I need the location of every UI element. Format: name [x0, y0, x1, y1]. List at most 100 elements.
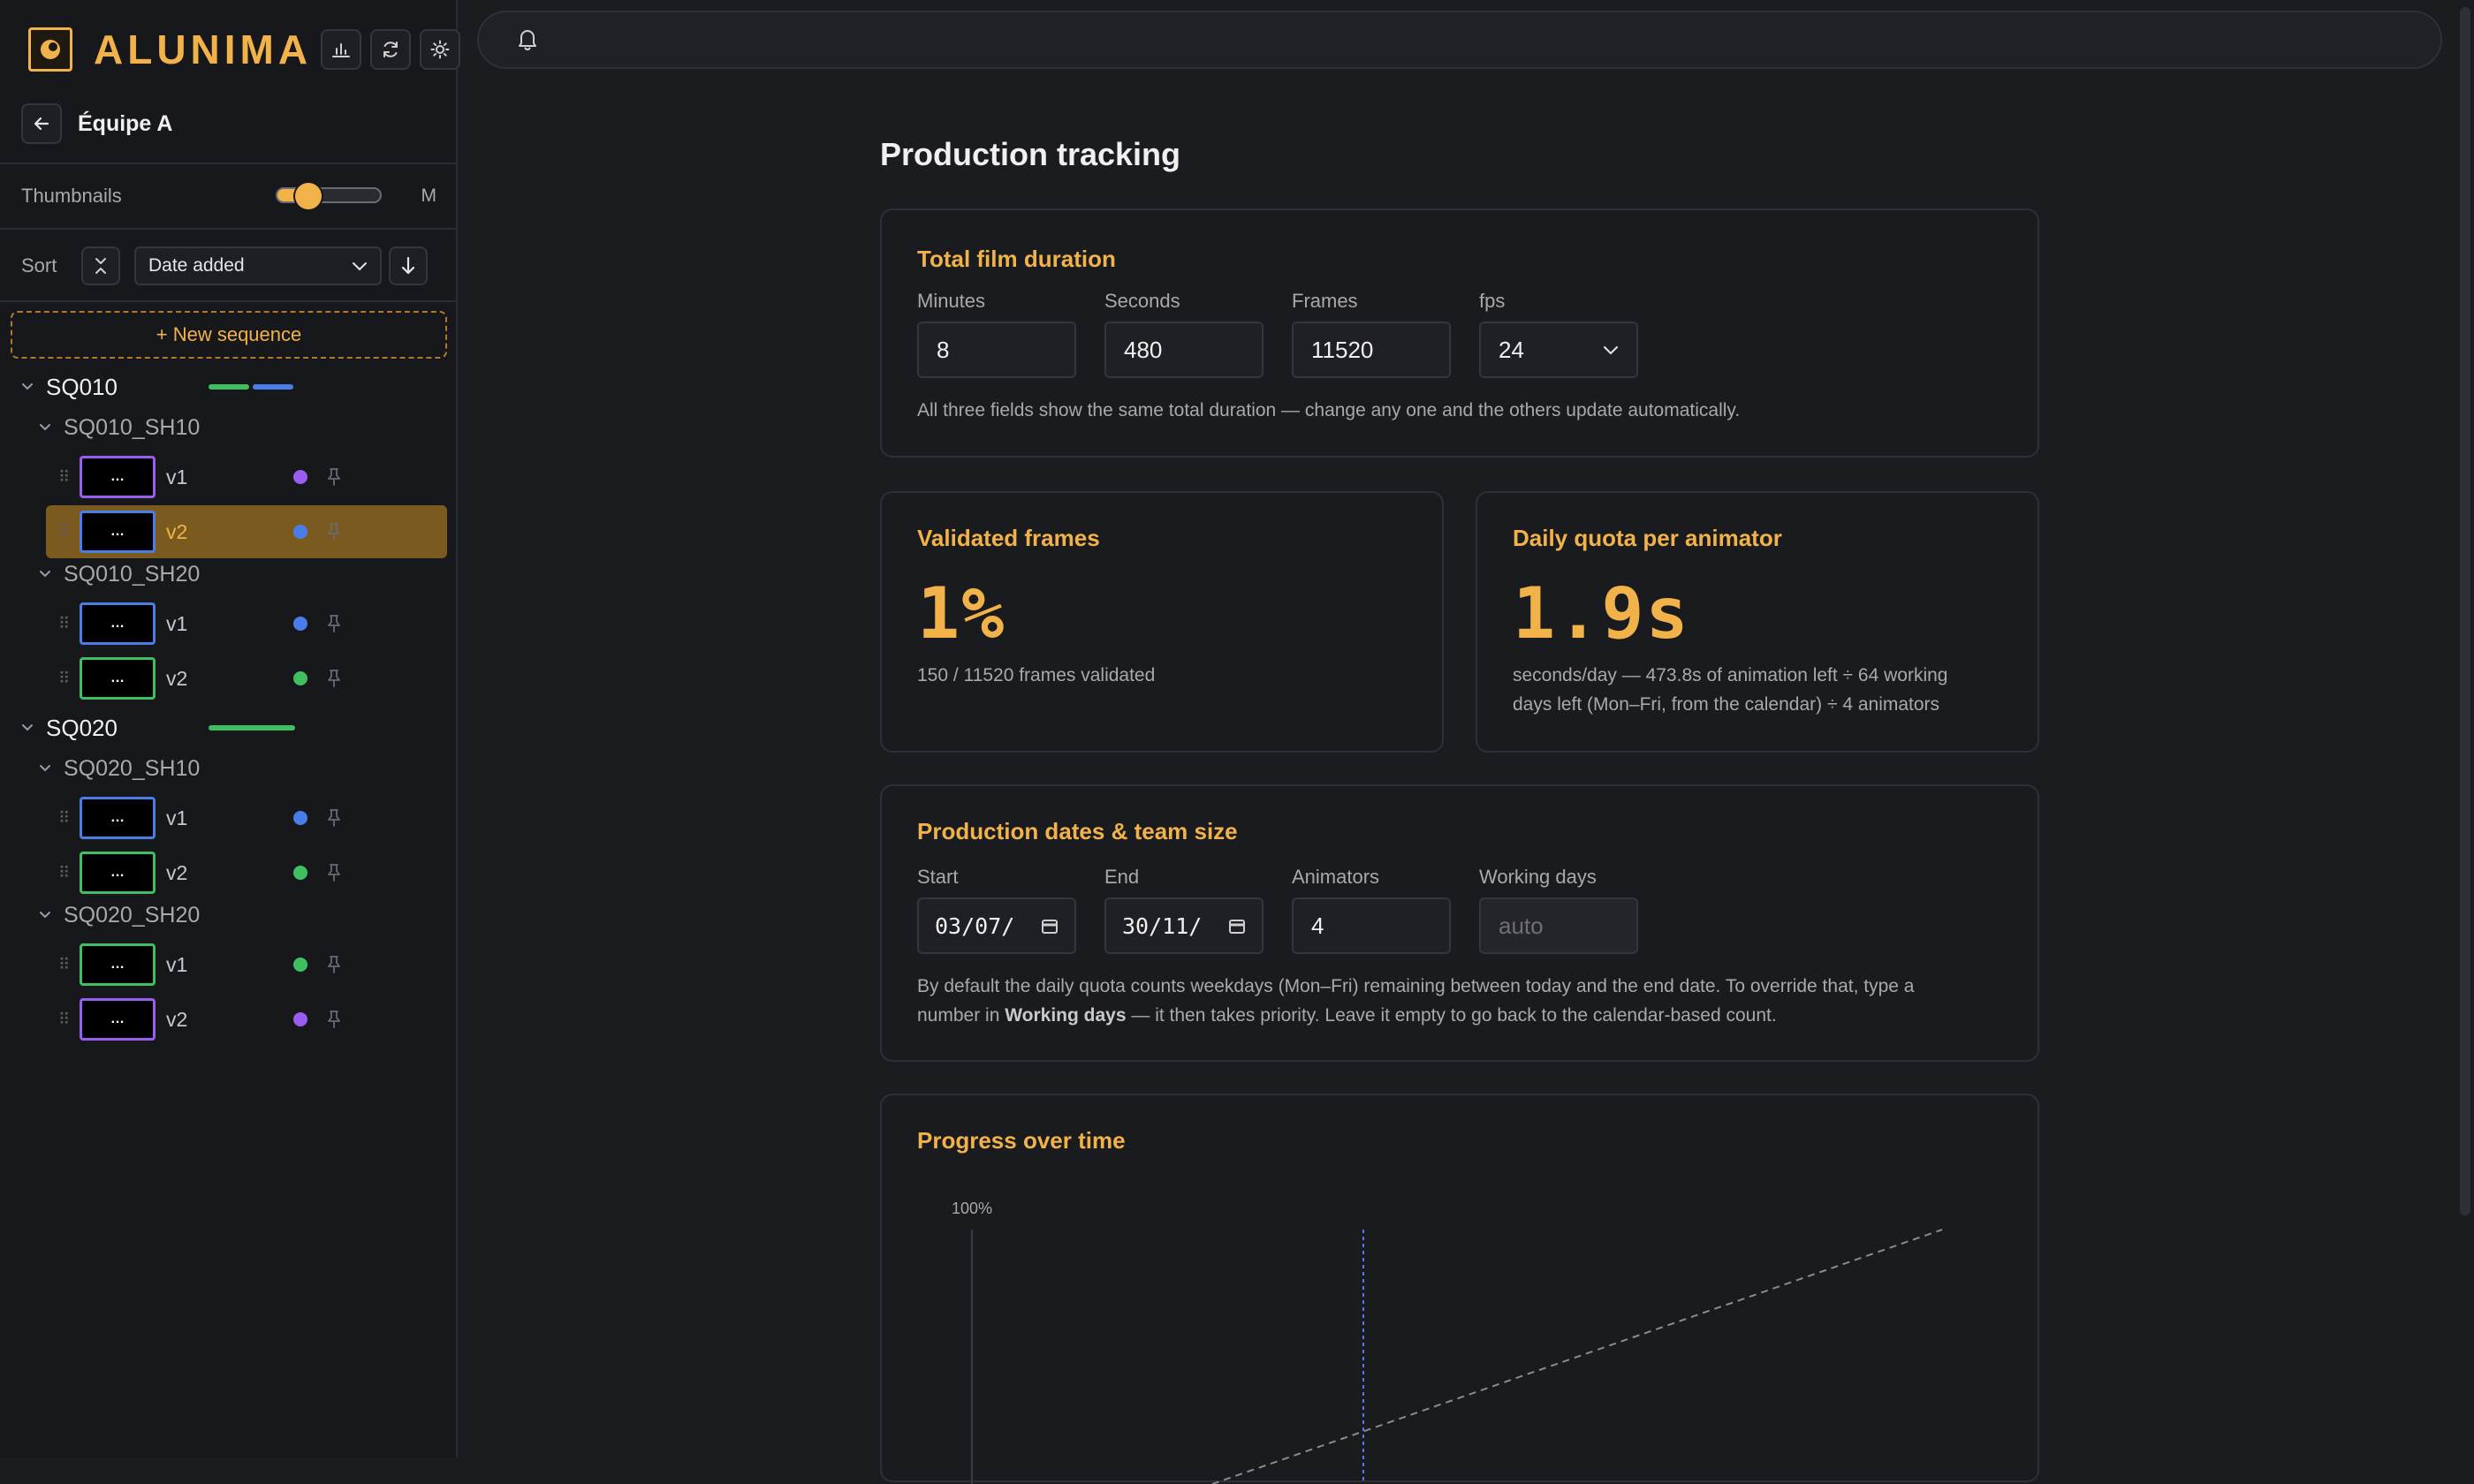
pin-button[interactable] — [327, 614, 341, 633]
thumbnail-size-slider[interactable] — [276, 183, 382, 209]
version-thumbnail[interactable]: … — [80, 456, 156, 498]
scrollbar[interactable] — [2455, 0, 2474, 1458]
drag-handle-icon[interactable]: ⠿ — [58, 955, 70, 973]
chevron-down-icon[interactable] — [39, 423, 51, 432]
working-days-input[interactable]: auto — [1479, 897, 1638, 954]
animators-input[interactable]: 4 — [1292, 897, 1451, 954]
slider-handle[interactable] — [294, 183, 322, 209]
expand-toggle[interactable] — [39, 911, 55, 920]
sequence-row[interactable]: SQ010 — [21, 369, 436, 405]
version-thumbnail[interactable]: … — [80, 797, 156, 839]
shot-row[interactable]: SQ020_SH10 — [39, 751, 200, 786]
pin-icon — [328, 1011, 340, 1028]
start-label: Start — [917, 866, 959, 888]
pin-button[interactable] — [327, 955, 341, 974]
drag-handle-icon[interactable]: ⠿ — [58, 1010, 70, 1028]
version-thumbnail[interactable]: … — [80, 602, 156, 645]
logo — [28, 27, 72, 72]
scrollbar-thumb[interactable] — [2460, 7, 2470, 1215]
new-sequence-button[interactable]: + New sequence — [11, 311, 447, 359]
animators-field: Animators 4 — [1292, 866, 1451, 954]
expand-toggle[interactable] — [39, 570, 55, 579]
version-row[interactable]: ⠿ … v2 — [46, 652, 447, 705]
end-date-input[interactable]: 30/11/ — [1104, 897, 1264, 954]
version-thumbnail[interactable]: … — [80, 657, 156, 700]
shot-name: SQ020_SH20 — [64, 902, 201, 928]
pin-button[interactable] — [327, 669, 341, 688]
back-button[interactable] — [21, 103, 62, 144]
duration-help-text: All three fields show the same total dur… — [917, 400, 1741, 420]
notifications-button[interactable] — [516, 26, 539, 56]
expand-toggle[interactable] — [39, 764, 55, 773]
version-row[interactable]: ⠿ … v2 — [46, 846, 447, 899]
dates-help-part1: By default the daily quota counts weekda… — [917, 976, 1915, 1026]
drag-handle-icon[interactable]: ⠿ — [58, 467, 70, 486]
card-title: Production dates & team size — [917, 818, 1238, 844]
shot-row[interactable]: SQ010_SH20 — [39, 556, 200, 592]
version-thumbnail[interactable]: … — [80, 943, 156, 986]
version-thumbnail[interactable]: … — [80, 852, 156, 894]
stats-button[interactable] — [321, 29, 362, 70]
chevron-down-icon[interactable] — [39, 764, 51, 773]
version-thumbnail[interactable]: … — [80, 511, 156, 553]
version-thumbnail[interactable]: … — [80, 998, 156, 1041]
production-dates-card: Production dates & team size Start 03/07… — [880, 784, 2039, 1062]
pin-button[interactable] — [327, 522, 341, 541]
chevron-down-icon[interactable] — [21, 723, 34, 732]
pin-button[interactable] — [327, 1010, 341, 1029]
pin-button[interactable] — [327, 467, 341, 487]
thumbnails-label: Thumbnails — [21, 185, 122, 207]
chevron-down-icon[interactable] — [39, 911, 51, 920]
shot-row[interactable]: SQ020_SH20 — [39, 897, 200, 933]
status-dot — [293, 811, 307, 825]
collapse-all-button[interactable] — [81, 246, 120, 285]
pin-button[interactable] — [327, 808, 341, 828]
pin-icon — [328, 615, 340, 632]
refresh-icon — [383, 42, 398, 57]
calendar-icon[interactable] — [1228, 917, 1246, 935]
theme-toggle-button[interactable] — [420, 29, 461, 70]
version-row[interactable]: ⠿ … v1 — [46, 938, 447, 991]
pin-button[interactable] — [327, 863, 341, 882]
thumbnail-size-control: Thumbnails M — [21, 177, 436, 216]
status-dot — [293, 1012, 307, 1026]
chevron-down-icon — [1604, 346, 1618, 355]
version-row[interactable]: ⠿ … v1 — [46, 450, 447, 504]
expand-toggle[interactable] — [21, 382, 37, 391]
sequence-name: SQ010 — [46, 373, 118, 400]
chevron-down-icon[interactable] — [39, 570, 51, 579]
drag-handle-icon[interactable]: ⠿ — [58, 863, 70, 882]
expand-toggle[interactable] — [39, 423, 55, 432]
version-row[interactable]: ⠿ … v1 — [46, 597, 447, 650]
chevron-down-icon[interactable] — [21, 382, 34, 391]
sort-label: Sort — [21, 254, 57, 276]
sort-select-value: Date added — [148, 255, 245, 276]
status-dot — [293, 866, 307, 880]
calendar-icon[interactable] — [1041, 917, 1059, 935]
sort-direction-button[interactable] — [389, 246, 428, 285]
drag-handle-icon[interactable]: ⠿ — [58, 669, 70, 687]
working-days-label: Working days — [1479, 866, 1597, 888]
version-label: v1 — [166, 465, 188, 488]
pin-icon — [328, 809, 340, 827]
sequence-row[interactable]: SQ020 — [21, 710, 436, 746]
refresh-button[interactable] — [370, 29, 412, 70]
drag-handle-icon[interactable]: ⠿ — [58, 808, 70, 827]
start-date-input[interactable]: 03/07/ — [917, 897, 1076, 954]
divider — [0, 300, 456, 302]
frames-input[interactable]: 11520 — [1292, 322, 1451, 378]
minutes-input[interactable]: 8 — [917, 322, 1076, 378]
version-row[interactable]: ⠿ … v2 — [46, 993, 447, 1046]
seconds-input[interactable]: 480 — [1104, 322, 1264, 378]
shot-row[interactable]: SQ010_SH10 — [39, 410, 200, 445]
seconds-field: Seconds 480 — [1104, 290, 1264, 378]
expand-toggle[interactable] — [21, 723, 37, 732]
drag-handle-icon[interactable]: ⠿ — [58, 522, 70, 541]
version-row[interactable]: ⠿ … v2 — [46, 505, 447, 558]
fps-select[interactable]: 24 — [1479, 322, 1638, 378]
version-row[interactable]: ⠿ … v1 — [46, 791, 447, 844]
version-label: v2 — [166, 860, 188, 884]
sequence-status-bar — [209, 384, 293, 390]
sort-select[interactable]: Date added — [134, 246, 382, 285]
drag-handle-icon[interactable]: ⠿ — [58, 614, 70, 632]
